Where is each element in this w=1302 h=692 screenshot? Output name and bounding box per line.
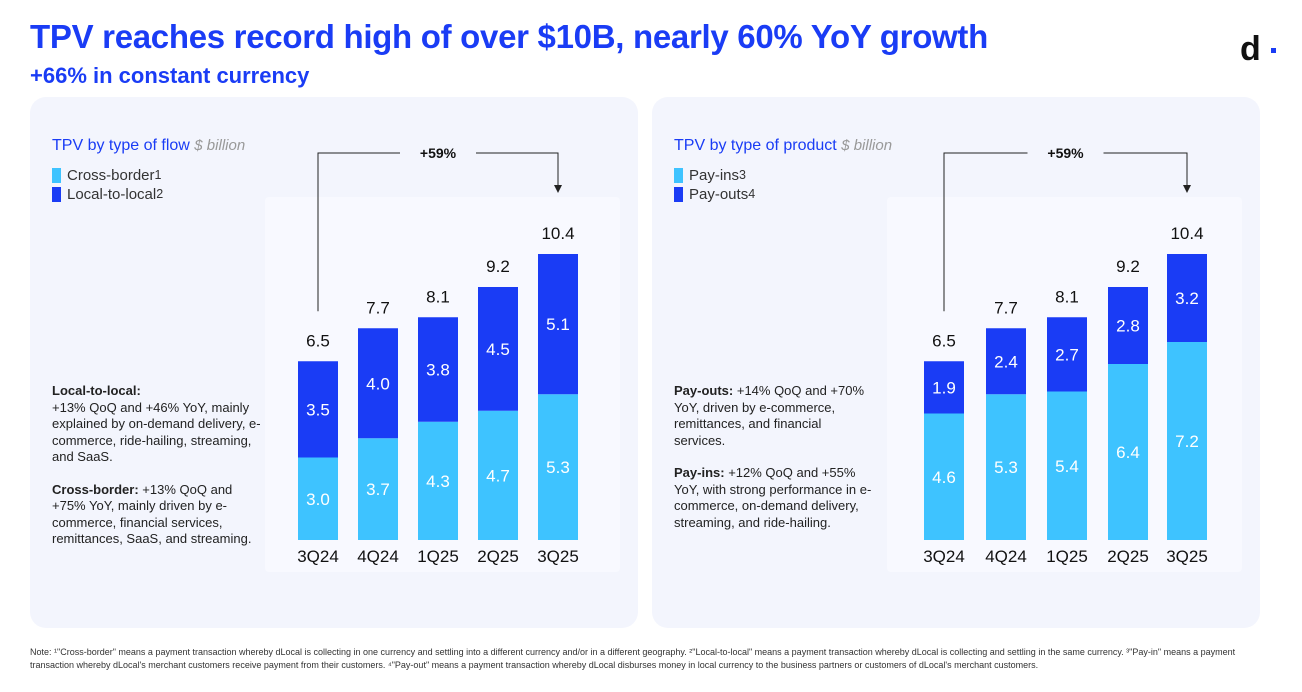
x-tick-label: 1Q25 bbox=[417, 547, 459, 566]
x-tick-label: 2Q25 bbox=[477, 547, 519, 566]
legend: Pay-ins 3 Pay-outs 4 bbox=[674, 166, 755, 204]
chart-title: TPV by type of product $ billion bbox=[674, 137, 893, 154]
bar-local-to-local-3Q25 bbox=[538, 254, 578, 395]
bar-value-label: 5.4 bbox=[1055, 457, 1079, 476]
bar-pay-ins-3Q24 bbox=[924, 413, 964, 540]
x-tick-label: 3Q24 bbox=[297, 547, 339, 566]
growth-annotation: +59% bbox=[1047, 145, 1084, 161]
x-tick-label: 3Q25 bbox=[537, 547, 579, 566]
bar-local-to-local-2Q25 bbox=[478, 287, 518, 411]
bar-value-label: 3.0 bbox=[306, 490, 330, 509]
bar-pay-ins-3Q25 bbox=[1167, 342, 1207, 540]
x-tick-label: 4Q24 bbox=[985, 547, 1027, 566]
bar-value-label: 5.1 bbox=[546, 315, 570, 334]
bar-value-label: 3.8 bbox=[426, 361, 450, 380]
commentary: Pay-outs: +14% QoQ and +70% YoY, driven … bbox=[674, 383, 872, 530]
growth-annotation: +59% bbox=[420, 145, 457, 161]
bar-value-label: 2.8 bbox=[1116, 317, 1140, 336]
x-tick-label: 3Q24 bbox=[923, 547, 965, 566]
logo-dot bbox=[1271, 48, 1276, 53]
bar-value-label: 2.4 bbox=[994, 352, 1018, 371]
panel-flow: TPV by type of flow $ billion Cross-bord… bbox=[30, 97, 638, 628]
chart-title: TPV by type of flow $ billion bbox=[52, 137, 246, 154]
growth-bracket-left bbox=[943, 152, 1028, 312]
total-label: 9.2 bbox=[1116, 257, 1140, 276]
bar-pay-ins-4Q24 bbox=[986, 394, 1026, 540]
growth-bracket-right bbox=[476, 152, 559, 187]
arrow-head-icon bbox=[1183, 185, 1191, 193]
bar-value-label: 7.2 bbox=[1175, 432, 1199, 451]
page-subtitle: +66% in constant currency bbox=[30, 63, 310, 88]
dlocal-logo: d bbox=[1240, 30, 1261, 68]
bar-value-label: 3.5 bbox=[306, 400, 330, 419]
bar-value-label: 5.3 bbox=[546, 458, 570, 477]
bar-cross-border-3Q24 bbox=[298, 457, 338, 540]
legend: Cross-border 1 Local-to-local 2 bbox=[52, 166, 163, 204]
bar-cross-border-4Q24 bbox=[358, 438, 398, 540]
bar-value-label: 4.7 bbox=[486, 466, 510, 485]
total-label: 6.5 bbox=[306, 331, 330, 350]
x-tick-label: 2Q25 bbox=[1107, 547, 1149, 566]
chart-product: 4.6 1.9 6.5 3Q24 5.3 2.4 7.7 4Q24 5.4 2.7 8.1 1Q25 6… bbox=[923, 145, 1208, 566]
bar-value-label: 5.3 bbox=[994, 458, 1018, 477]
bar-pay-outs-3Q25 bbox=[1167, 254, 1207, 342]
bar-local-to-local-4Q24 bbox=[358, 328, 398, 439]
bar-pay-outs-4Q24 bbox=[986, 328, 1026, 395]
bar-value-label: 6.4 bbox=[1116, 443, 1140, 462]
x-tick-label: 4Q24 bbox=[357, 547, 399, 566]
growth-bracket-right bbox=[1103, 152, 1188, 187]
bar-local-to-local-1Q25 bbox=[418, 317, 458, 422]
growth-bracket-left bbox=[317, 152, 400, 312]
footnote: Note: ¹"Cross-border" means a payment tr… bbox=[30, 647, 1236, 670]
bar-cross-border-1Q25 bbox=[418, 421, 458, 540]
chart-flow: 3.0 3.5 6.5 3Q24 3.7 4.0 7.7 4Q24 4.3 3.8 8.1 1Q25 4… bbox=[297, 145, 579, 566]
total-label: 7.7 bbox=[366, 298, 390, 317]
bar-pay-outs-3Q24 bbox=[924, 361, 964, 414]
x-tick-label: 3Q25 bbox=[1166, 547, 1208, 566]
bar-value-label: 4.3 bbox=[426, 472, 450, 491]
panel-product: TPV by type of product $ billion Pay-ins… bbox=[652, 97, 1260, 628]
bar-value-label: 3.7 bbox=[366, 480, 390, 499]
commentary: Local-to-local: +13% QoQ and +46% YoY, ma… bbox=[52, 383, 261, 546]
total-label: 6.5 bbox=[932, 331, 956, 350]
total-label: 7.7 bbox=[994, 298, 1018, 317]
bar-value-label: 4.0 bbox=[366, 374, 390, 393]
total-label: 10.4 bbox=[541, 224, 574, 243]
bar-local-to-local-3Q24 bbox=[298, 361, 338, 458]
total-label: 8.1 bbox=[1055, 287, 1079, 306]
bar-pay-ins-1Q25 bbox=[1047, 391, 1087, 540]
bar-pay-outs-1Q25 bbox=[1047, 317, 1087, 392]
legend-item-cross-border: Cross-border 1 bbox=[52, 166, 163, 185]
legend-item-pay-ins: Pay-ins 3 bbox=[674, 166, 755, 185]
legend-item-pay-outs: Pay-outs 4 bbox=[674, 185, 755, 204]
bar-value-label: 3.2 bbox=[1175, 289, 1199, 308]
total-label: 9.2 bbox=[486, 257, 510, 276]
bar-value-label: 4.5 bbox=[486, 340, 510, 359]
x-tick-label: 1Q25 bbox=[1046, 547, 1088, 566]
bar-value-label: 2.7 bbox=[1055, 345, 1079, 364]
bar-pay-ins-2Q25 bbox=[1108, 364, 1148, 540]
bar-cross-border-2Q25 bbox=[478, 410, 518, 540]
bar-value-label: 1.9 bbox=[932, 378, 956, 397]
legend-item-local-to-local: Local-to-local 2 bbox=[52, 185, 163, 204]
total-label: 10.4 bbox=[1170, 224, 1203, 243]
bar-value-label: 4.6 bbox=[932, 468, 956, 487]
bar-pay-outs-2Q25 bbox=[1108, 287, 1148, 364]
bar-cross-border-3Q25 bbox=[538, 394, 578, 540]
arrow-head-icon bbox=[554, 185, 562, 193]
page-title: TPV reaches record high of over $10B, ne… bbox=[30, 18, 988, 55]
total-label: 8.1 bbox=[426, 287, 450, 306]
